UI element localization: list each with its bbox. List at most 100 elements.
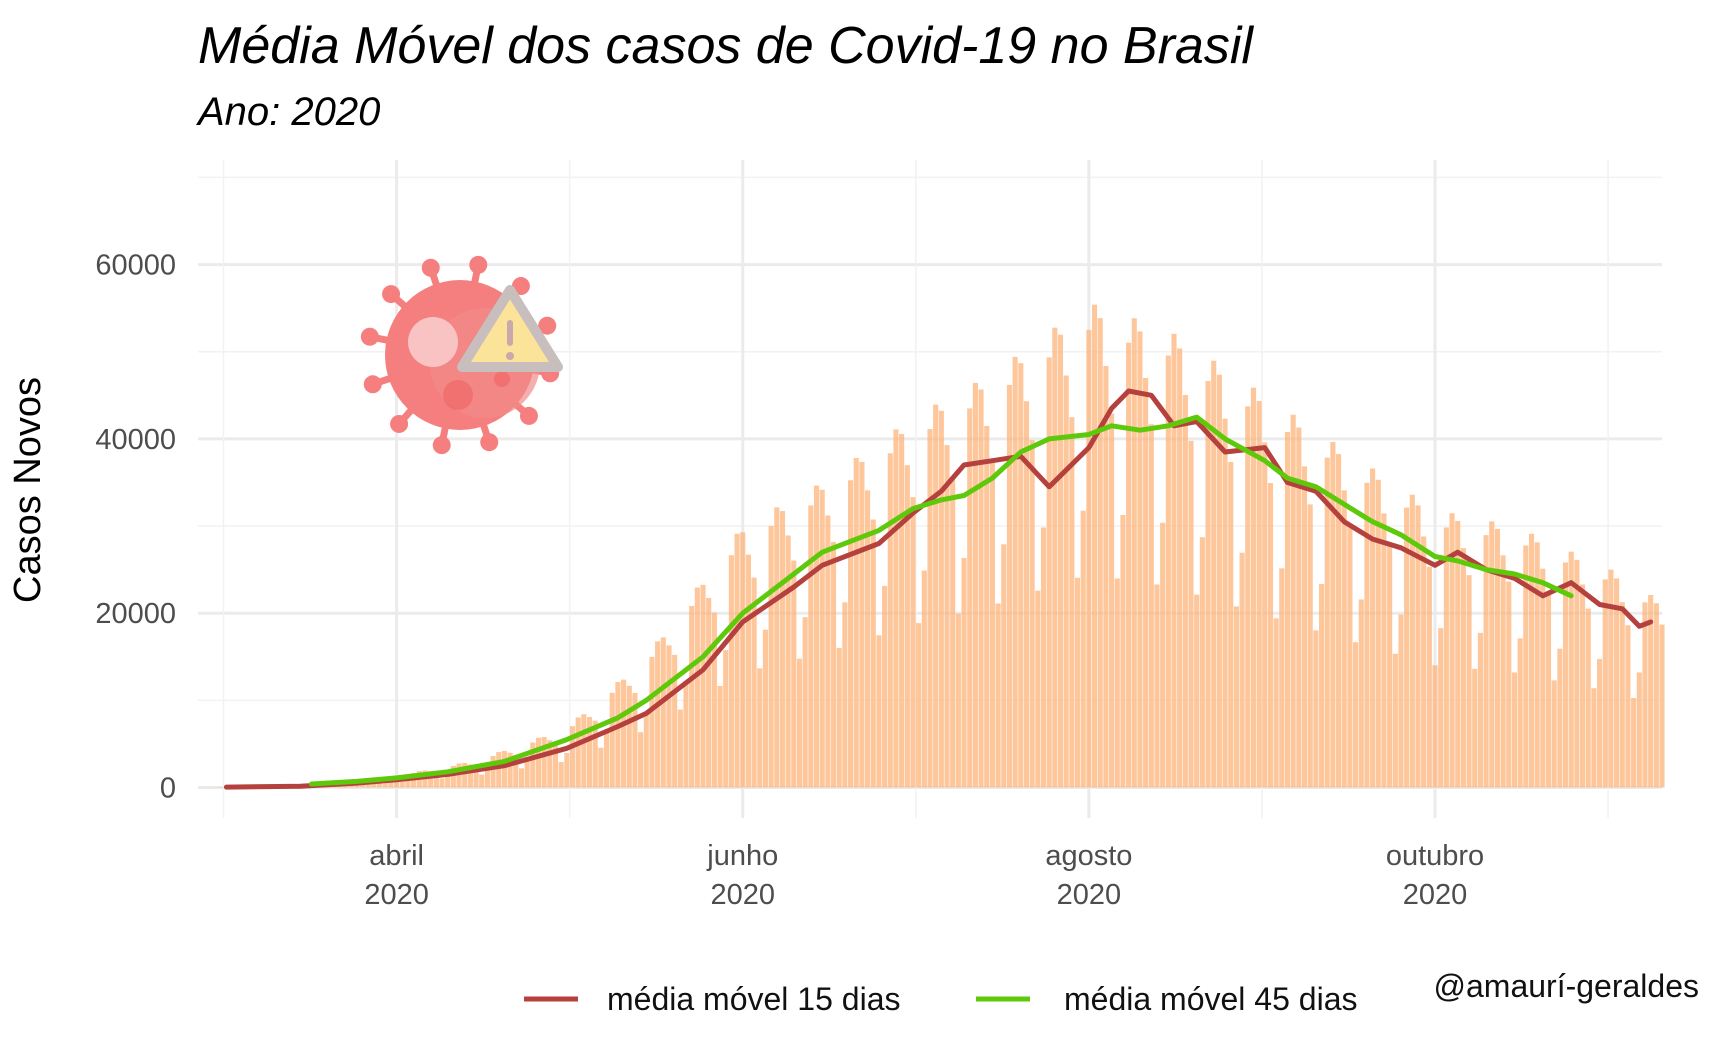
bar — [848, 480, 854, 788]
bar — [751, 577, 757, 788]
bar — [1301, 466, 1308, 788]
bar — [1273, 618, 1279, 788]
bar — [728, 555, 734, 788]
bar — [1165, 355, 1171, 788]
bar — [655, 641, 661, 788]
bar — [1296, 427, 1302, 788]
virus-spike-tip — [421, 258, 440, 277]
bar — [541, 736, 547, 788]
virus-spike-tip — [360, 327, 379, 346]
bar — [1409, 494, 1415, 788]
bar — [1103, 366, 1109, 788]
bar — [1052, 327, 1058, 788]
bar — [490, 756, 496, 788]
bar — [1381, 513, 1387, 788]
bar — [961, 558, 967, 788]
bar — [1653, 603, 1659, 788]
bar — [547, 740, 553, 788]
bar — [893, 429, 899, 788]
bar — [592, 720, 598, 788]
bar — [1137, 331, 1143, 788]
bar — [1216, 374, 1222, 788]
bar — [882, 585, 888, 788]
bar — [1534, 542, 1540, 788]
bar — [1109, 413, 1115, 788]
bar — [910, 497, 916, 788]
bar — [609, 692, 615, 788]
chart-subtitle: Ano: 2020 — [198, 90, 381, 134]
bar — [1040, 527, 1047, 788]
bar — [1069, 417, 1075, 788]
bar — [938, 410, 944, 788]
bar — [399, 781, 405, 788]
virus-spike-tip — [511, 277, 530, 296]
virus-spike-tip — [480, 433, 499, 452]
chart-title: Média Móvel dos casos de Covid-19 no Bra… — [198, 17, 1253, 75]
bar — [1341, 490, 1347, 788]
bar — [1375, 479, 1381, 788]
bar — [1097, 318, 1103, 788]
bar — [1540, 568, 1546, 788]
bar — [1438, 628, 1444, 788]
bar — [984, 425, 990, 788]
bar — [1591, 688, 1597, 788]
virus-spike-tip — [538, 316, 557, 335]
y-tick-label: 60000 — [95, 250, 176, 282]
bar — [501, 750, 507, 788]
bar — [836, 647, 842, 788]
bar — [1426, 566, 1432, 788]
axes: 0 20000 40000 60000 abril 2020 junho 2020 agosto… — [95, 250, 1484, 911]
x-tick-year: 2020 — [364, 879, 429, 911]
bar — [689, 606, 695, 788]
y-tick-label: 40000 — [95, 424, 176, 456]
bar — [1023, 401, 1030, 788]
bar — [666, 645, 672, 788]
bar — [899, 433, 905, 788]
bar — [762, 629, 768, 788]
bar — [467, 764, 473, 788]
bar — [904, 465, 910, 788]
bar — [717, 685, 723, 788]
series-line-45-dias — [309, 414, 1574, 787]
legend-label-45: média móvel 45 dias — [1064, 981, 1357, 1017]
bar — [649, 656, 655, 788]
bar — [513, 754, 519, 788]
bar — [1472, 668, 1478, 788]
virus-spike-tip — [382, 285, 401, 304]
bar — [1608, 569, 1614, 788]
bar — [1619, 602, 1625, 788]
bar — [1228, 461, 1234, 788]
x-tick-year: 2020 — [1403, 879, 1468, 911]
x-tick-month: outubro — [1386, 840, 1484, 872]
bar — [428, 771, 434, 788]
bar — [757, 668, 763, 788]
bar — [694, 587, 700, 788]
bar — [819, 489, 825, 788]
bar — [365, 782, 371, 788]
bar — [1443, 527, 1449, 788]
bar — [830, 541, 837, 788]
y-tick-label: 20000 — [95, 598, 176, 630]
bar — [1330, 442, 1336, 788]
bar — [1074, 577, 1081, 788]
bar — [1256, 400, 1262, 788]
bar — [564, 752, 570, 788]
bar — [1267, 483, 1274, 788]
bar — [978, 389, 984, 788]
bar — [569, 726, 576, 788]
bar — [433, 772, 439, 788]
bar — [1392, 653, 1398, 788]
bar — [1205, 380, 1211, 788]
bar — [853, 457, 859, 788]
bar — [604, 732, 610, 788]
bar — [745, 554, 751, 788]
bar — [865, 490, 871, 788]
bar — [643, 712, 649, 788]
bar — [1551, 680, 1557, 788]
bar — [887, 453, 893, 788]
bar — [1001, 544, 1007, 788]
bar — [700, 584, 706, 788]
bar — [462, 763, 468, 788]
bar — [1585, 608, 1591, 788]
